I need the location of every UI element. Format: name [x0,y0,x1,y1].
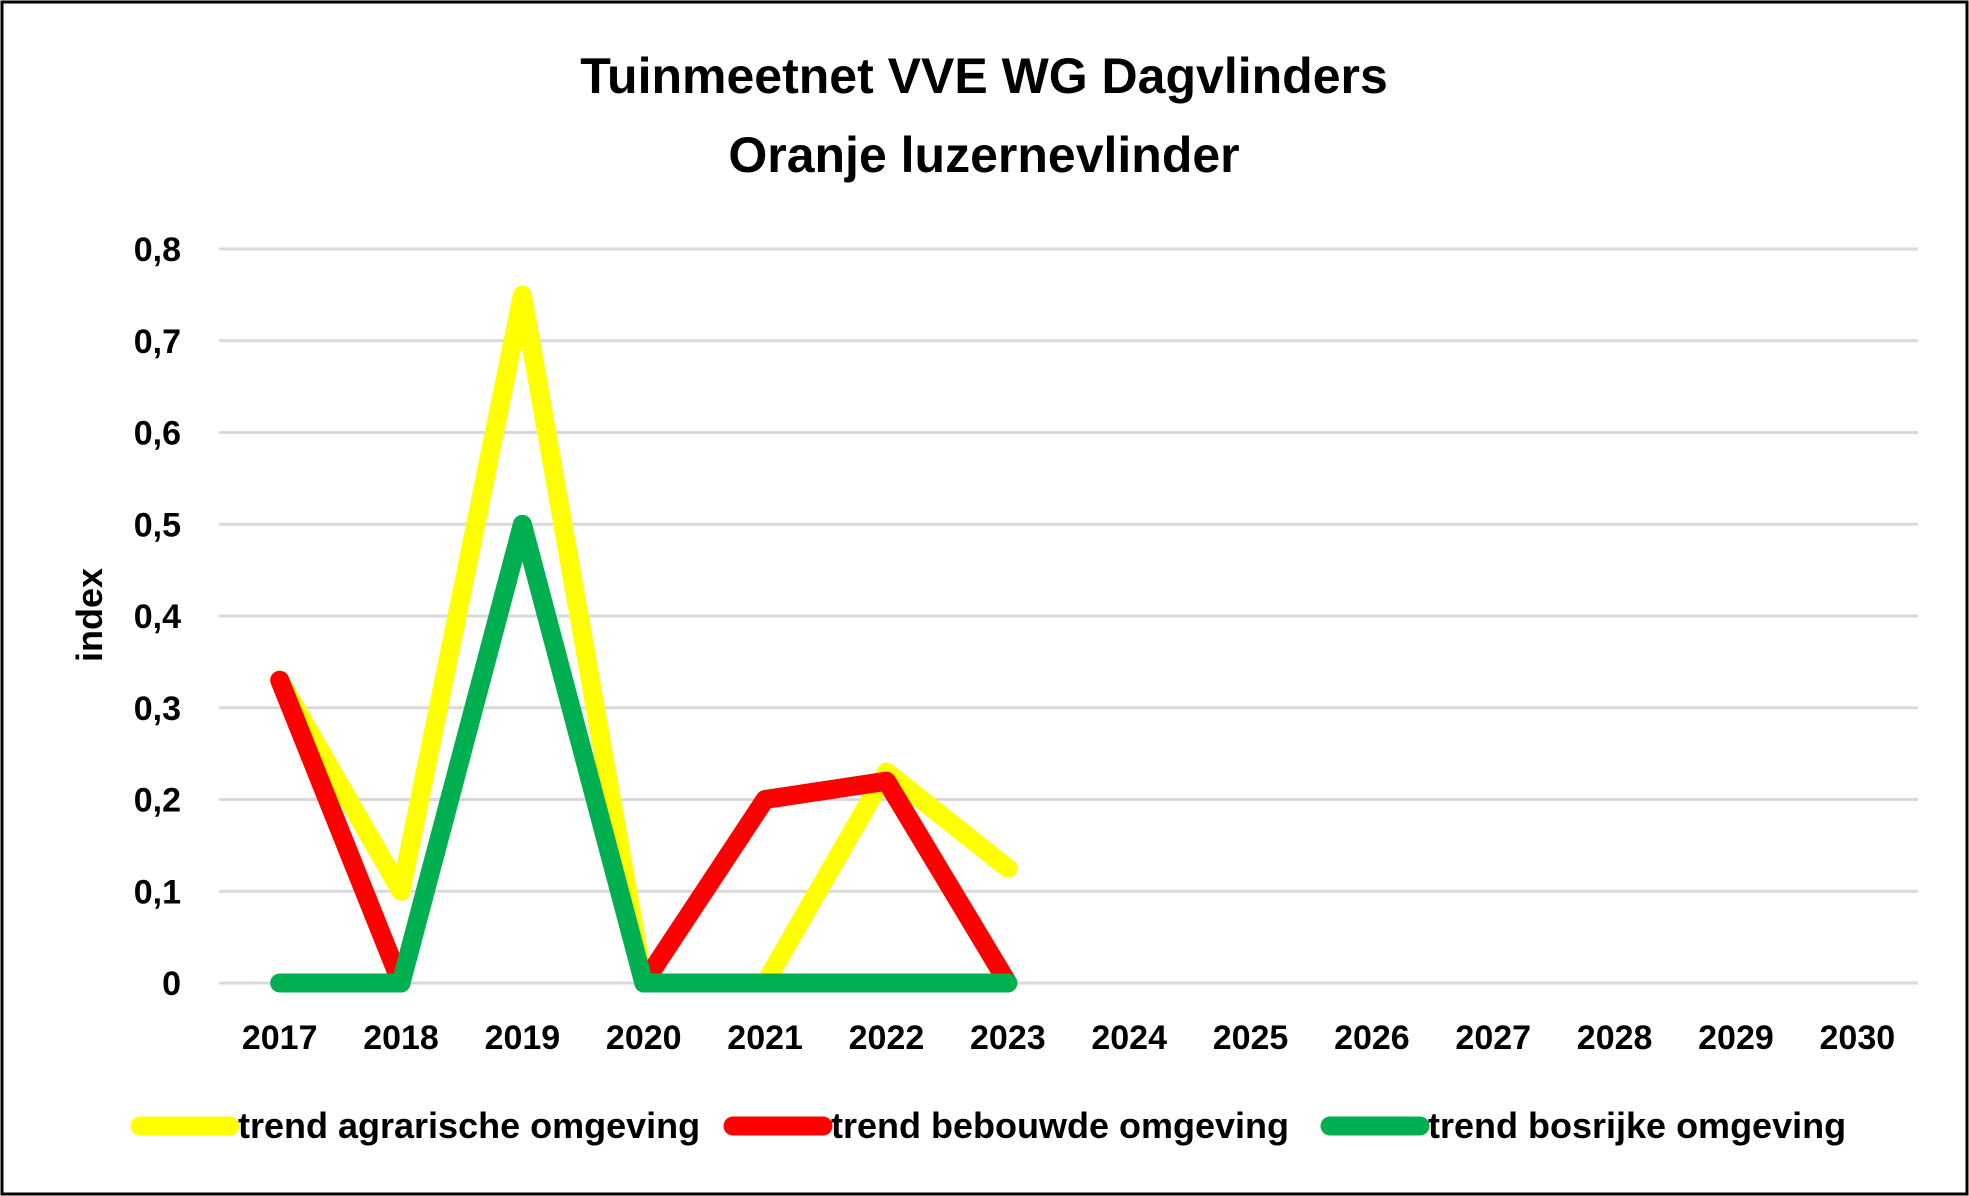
data-point [278,982,281,984]
x-tick-label: 2026 [1334,1019,1410,1057]
chart-subtitle: Oranje luzernevlinder [728,127,1239,183]
gridlines [219,247,1918,985]
y-tick-label: 0,1 [134,873,181,911]
series-line-1-1 [634,771,1018,993]
x-tick-label: 2020 [606,1019,682,1057]
data-point [1006,867,1009,870]
series-lines [270,285,1018,993]
data-point [521,293,524,296]
legend-label-2: trend bosrijke omgeving [1428,1105,1846,1146]
legend-label-0: trend agrarische omgeving [238,1105,700,1146]
y-tick-label: 0 [162,965,181,1003]
y-tick-label: 0,3 [134,690,181,728]
x-tick-label: 2025 [1213,1019,1289,1057]
data-point [885,780,888,783]
data-point [764,798,767,801]
y-tick-label: 0,6 [134,415,181,453]
x-tick-label: 2023 [970,1019,1046,1057]
legend-label-1: trend bebouwde omgeving [831,1105,1289,1146]
x-tick-label: 2018 [363,1019,439,1057]
x-tick-label: 2017 [242,1019,318,1057]
x-tick-label: 2029 [1698,1019,1774,1057]
x-tick-label: 2030 [1820,1019,1896,1057]
y-axis-label: index [69,568,110,662]
x-tick-label: 2027 [1455,1019,1531,1057]
series-line-1-0 [270,670,411,993]
y-axis-ticks: 0 0,1 0,2 0,3 0,4 0,5 0,6 0,7 0,8 [134,231,181,1003]
data-point [400,890,403,893]
x-tick-label: 2022 [849,1019,925,1057]
x-axis-ticks: 2017 2018 2019 2020 2021 2022 2023 2024 2025 2026… [242,1019,1895,1057]
legend: trend agrarische omgeving trend bebouwde … [130,1105,1846,1146]
x-tick-label: 2028 [1577,1019,1653,1057]
data-point [642,982,645,984]
y-tick-label: 0,7 [134,323,181,361]
data-point [521,523,524,526]
chart-title: Tuinmeetnet VVE WG Dagvlinders [580,48,1388,104]
y-tick-label: 0,2 [134,782,181,820]
x-tick-label: 2021 [727,1019,803,1057]
series-2 [270,514,1018,993]
y-tick-label: 0,5 [134,506,181,544]
y-tick-label: 0,4 [134,598,181,636]
data-point [400,982,403,984]
y-tick-label: 0,8 [134,231,181,269]
data-point [764,982,767,984]
data-point [1006,982,1009,984]
x-tick-label: 2019 [485,1019,561,1057]
data-point [885,982,888,984]
data-point [278,679,281,682]
x-tick-label: 2024 [1091,1019,1167,1057]
